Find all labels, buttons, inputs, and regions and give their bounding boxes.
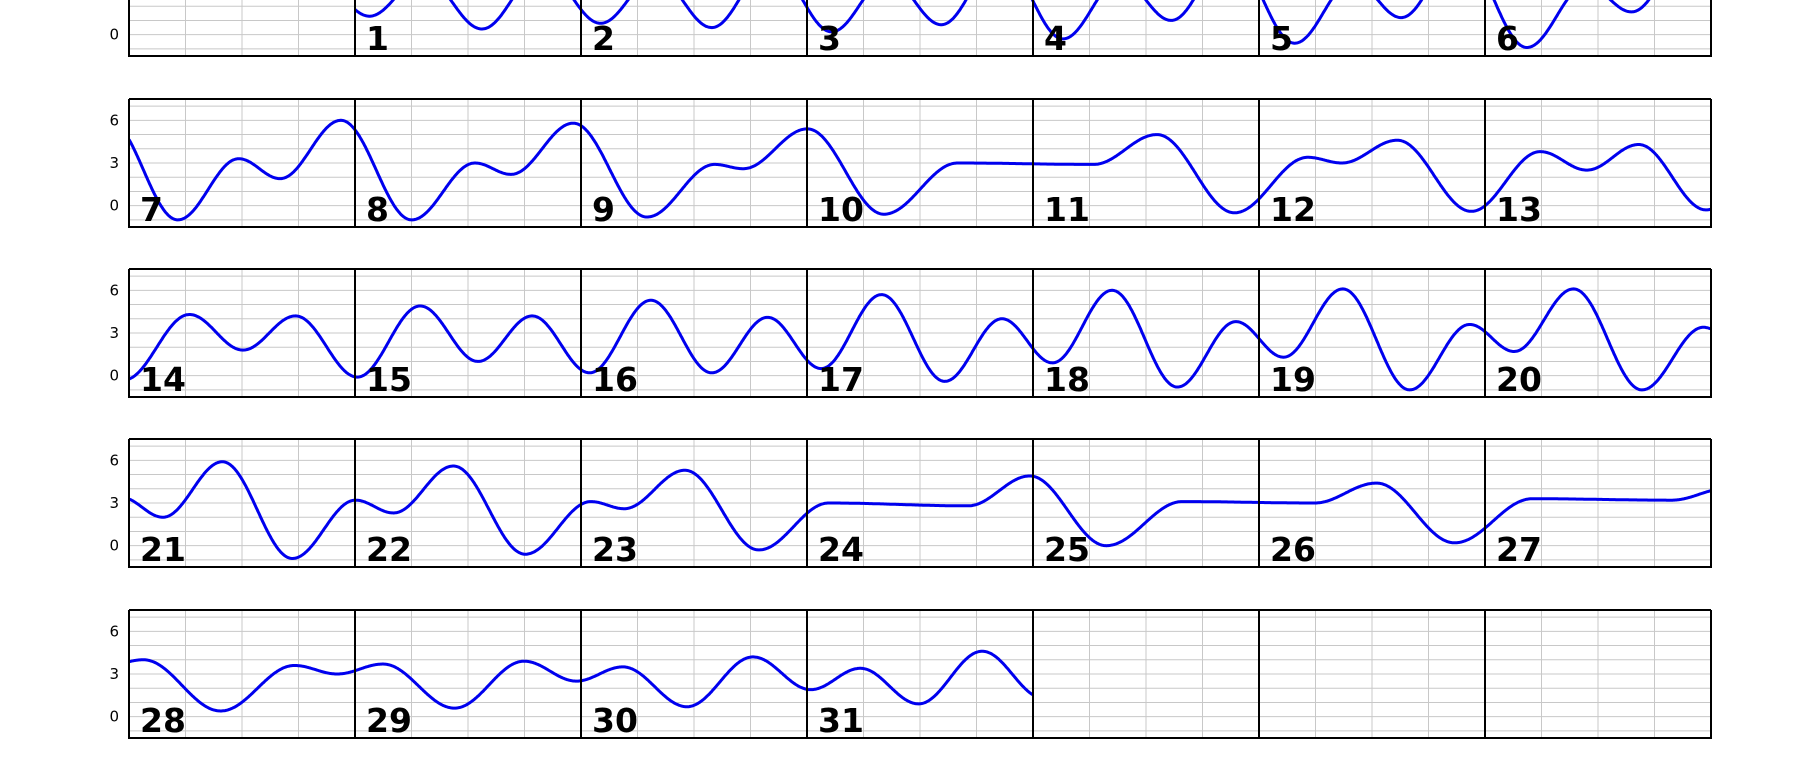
day-number: 7: [140, 190, 163, 229]
y-tick-label: 6: [109, 111, 119, 129]
day-number: 14: [140, 360, 186, 399]
y-tick-label: 3: [109, 324, 119, 342]
day-number: 11: [1044, 190, 1090, 229]
y-tick-label: 0: [109, 26, 119, 44]
day-number: 5: [1270, 19, 1293, 58]
day-number: 17: [818, 360, 864, 399]
day-number: 6: [1496, 19, 1519, 58]
day-number: 10: [818, 190, 864, 229]
day-number: 4: [1044, 19, 1067, 58]
y-tick-label: 6: [109, 622, 119, 640]
day-number: 13: [1496, 190, 1542, 229]
day-number: 9: [592, 190, 615, 229]
day-number: 1: [366, 19, 389, 58]
y-tick-label: 6: [109, 281, 119, 299]
tide-row: 0 3 6 7 8 9 10 11 12 13: [109, 98, 1712, 229]
day-number: 23: [592, 530, 638, 569]
day-number: 16: [592, 360, 638, 399]
day-number: 3: [818, 19, 841, 58]
y-tick-label: 0: [109, 367, 119, 385]
row-frame: [128, 0, 1712, 57]
tide-curve: [129, 118, 1711, 222]
y-tick-label: 3: [109, 494, 119, 512]
tide-row: 0 1 2 3 4 5 6: [109, 0, 1712, 58]
tide-row: 0 3 6 21 22 23 24 25 26 27: [109, 438, 1712, 569]
day-number: 30: [592, 701, 638, 740]
day-number: 26: [1270, 530, 1316, 569]
y-tick-label: 3: [109, 665, 119, 683]
day-number: 28: [140, 701, 186, 740]
tide-curve: [129, 287, 1711, 392]
day-number: 19: [1270, 360, 1316, 399]
day-number: 31: [818, 701, 864, 740]
tide-curve: [129, 460, 1711, 560]
row-frame: [128, 268, 1712, 398]
y-tick-label: 0: [109, 197, 119, 215]
y-tick-label: 0: [109, 537, 119, 555]
day-number: 22: [366, 530, 412, 569]
day-number: 2: [592, 19, 615, 58]
day-number: 21: [140, 530, 186, 569]
day-number: 24: [818, 530, 864, 569]
y-tick-label: 6: [109, 451, 119, 469]
day-number: 15: [366, 360, 412, 399]
row-frame: [128, 609, 1712, 739]
day-number: 27: [1496, 530, 1542, 569]
y-tick-label: 3: [109, 154, 119, 172]
day-number: 29: [366, 701, 412, 740]
day-number: 20: [1496, 360, 1542, 399]
row-frame: [128, 98, 1712, 228]
day-number: 8: [366, 190, 389, 229]
row-frame: [128, 438, 1712, 568]
day-number: 12: [1270, 190, 1316, 229]
y-tick-label: 0: [109, 708, 119, 726]
tide-row: 0 3 6 14 15 16 17 18 19 20: [109, 268, 1712, 399]
day-number: 25: [1044, 530, 1090, 569]
day-number: 18: [1044, 360, 1090, 399]
tide-row: 0 3 6 28 29 30 31: [109, 609, 1712, 740]
